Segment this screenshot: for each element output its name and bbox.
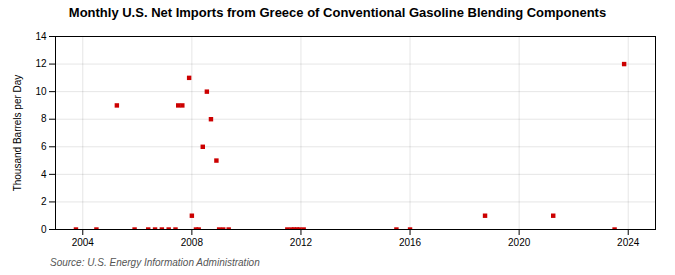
svg-text:2024: 2024: [617, 237, 640, 248]
svg-text:14: 14: [35, 31, 47, 42]
svg-text:2012: 2012: [290, 237, 313, 248]
svg-text:4: 4: [41, 169, 47, 180]
html-text:Source: U.S. Energy Informatio: Source: U.S. Energy Information Administ…: [50, 257, 260, 268]
svg-text:6: 6: [41, 141, 47, 152]
svg-text:2008: 2008: [181, 237, 204, 248]
svg-text:0: 0: [41, 224, 47, 235]
svg-text:12: 12: [35, 58, 47, 69]
svg-text:8: 8: [41, 113, 47, 124]
svg-text:2016: 2016: [399, 237, 422, 248]
svg-text:10: 10: [35, 86, 47, 97]
html-text:Monthly U.S. Net Imports from: Monthly U.S. Net Imports from Greece of …: [68, 5, 607, 20]
svg-text:Thousand Barrels per Day: Thousand Barrels per Day: [12, 75, 23, 192]
svg-text:2: 2: [41, 196, 47, 207]
svg-text:2004: 2004: [72, 237, 95, 248]
svg-text:2020: 2020: [508, 237, 531, 248]
